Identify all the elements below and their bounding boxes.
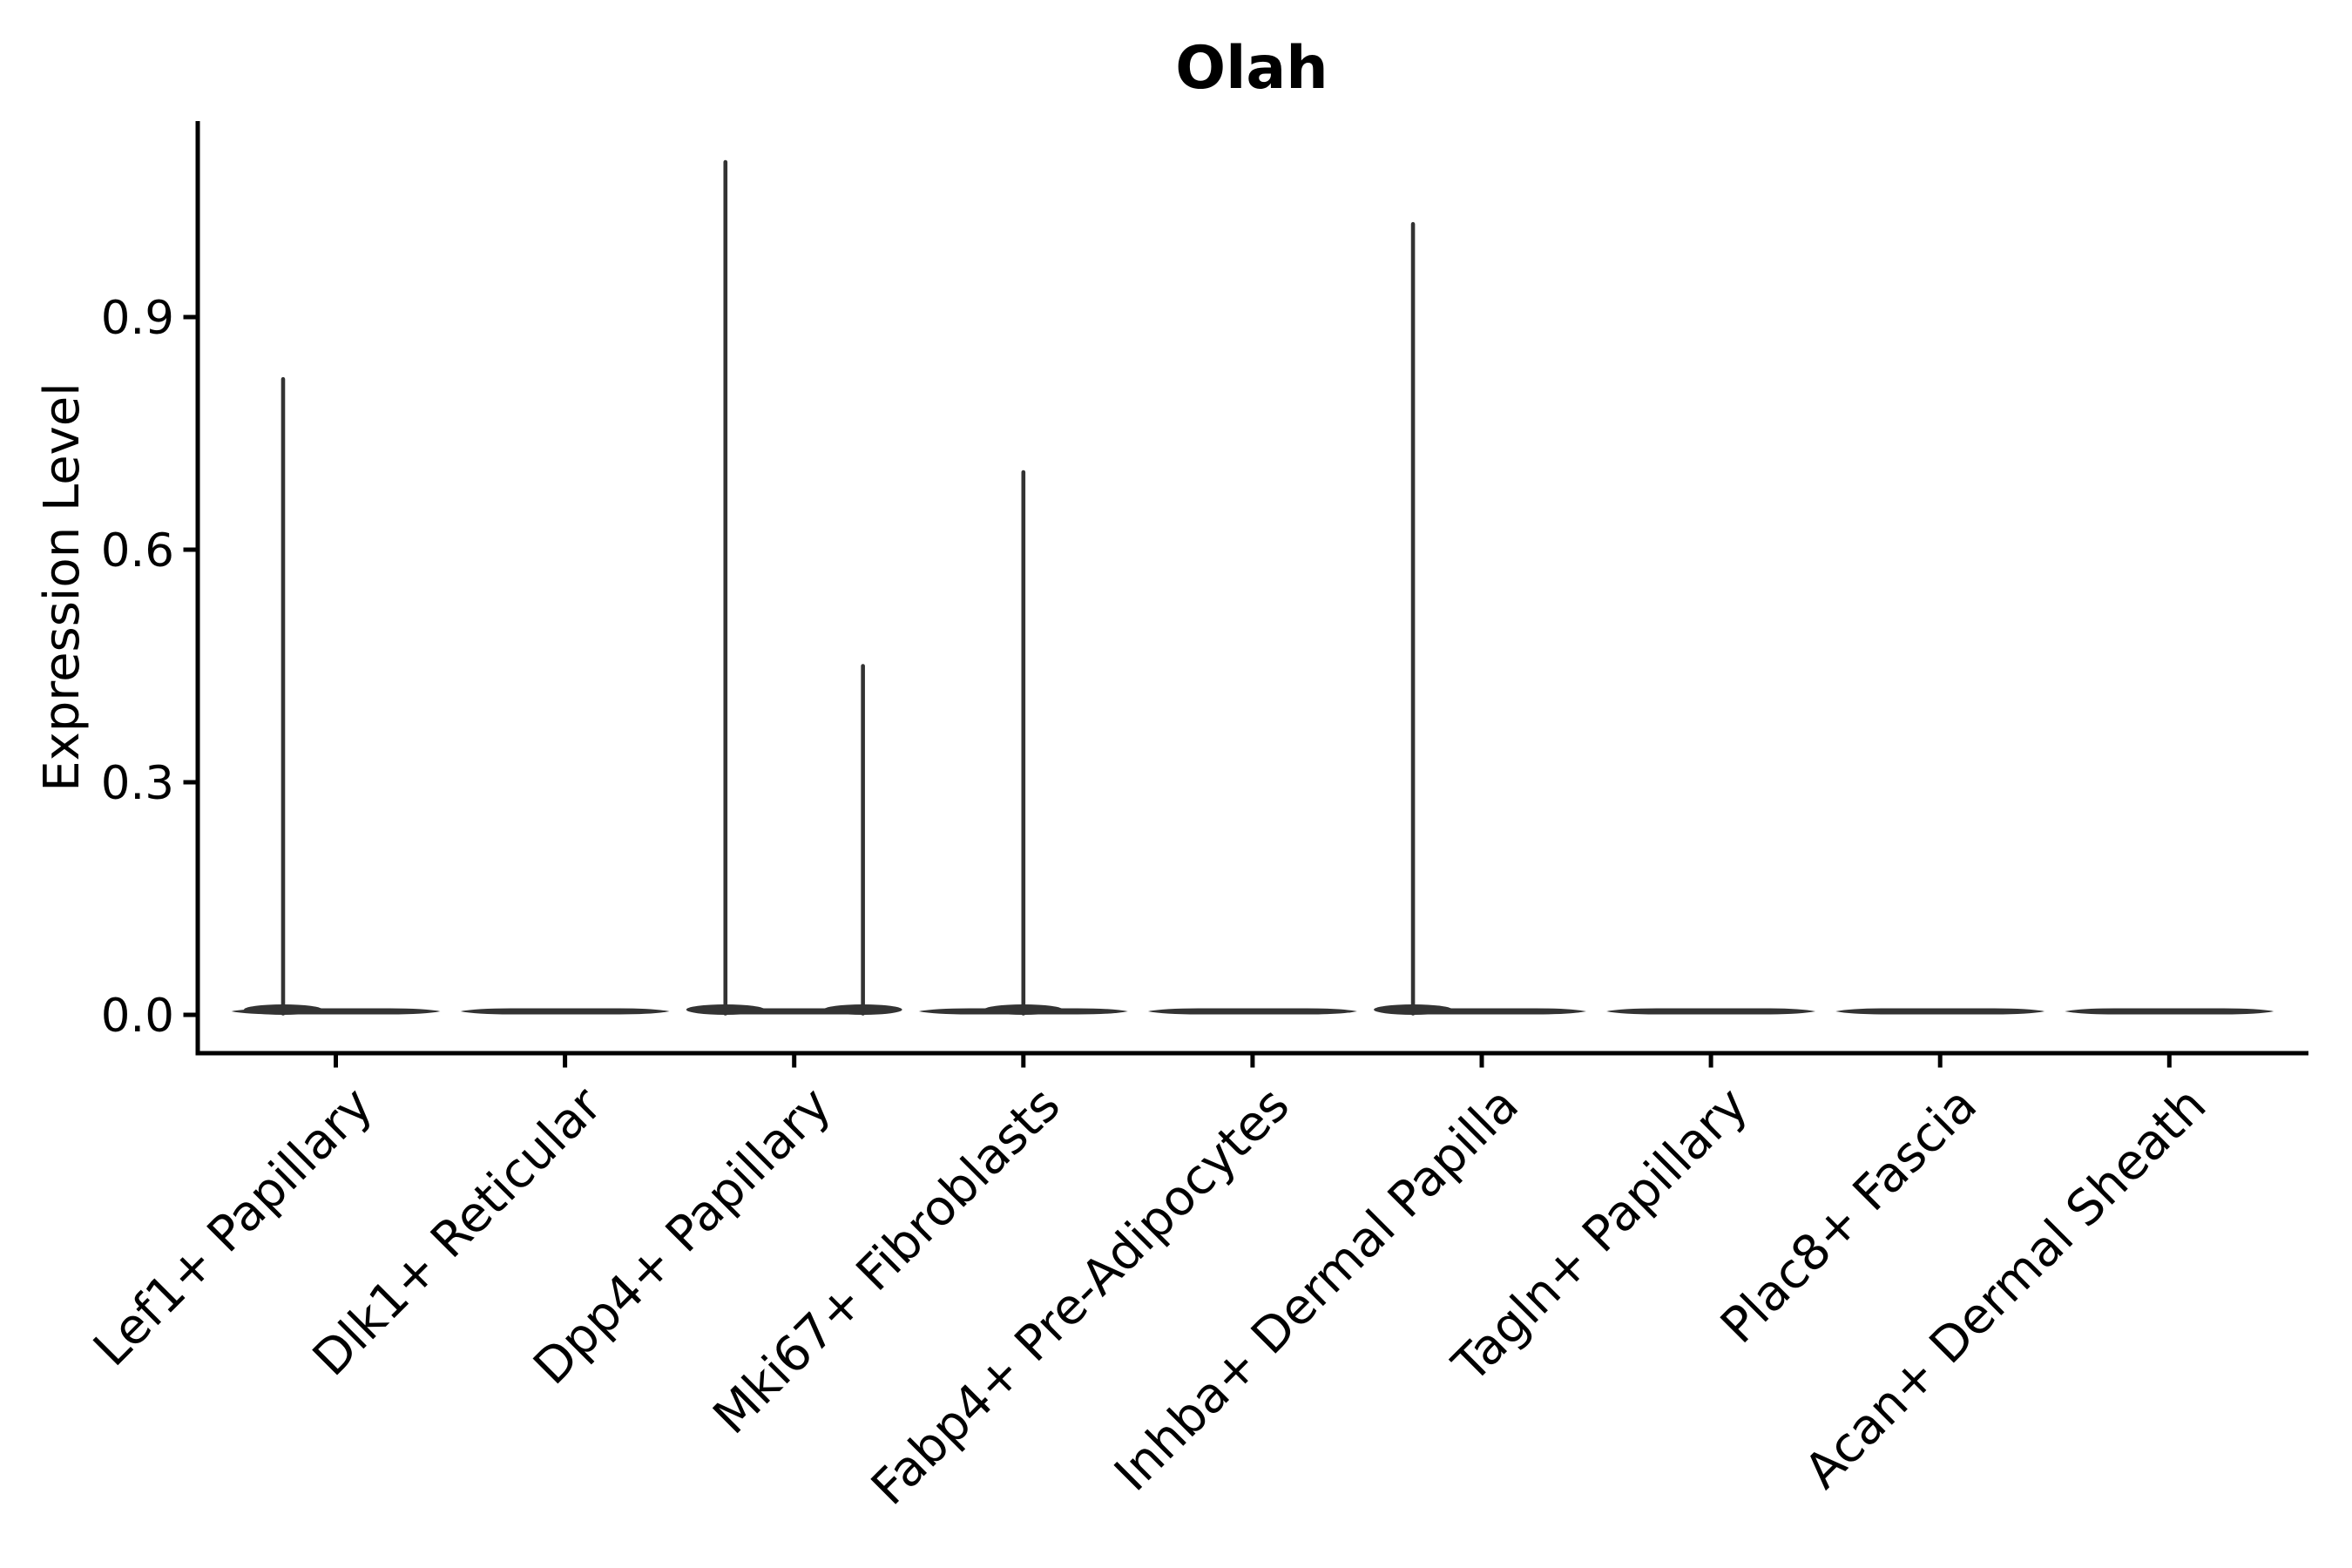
chart-title: Olah [1175, 34, 1328, 103]
x-tick-label: Inhba+ Dermal Papilla [1104, 1077, 1530, 1503]
violin [1606, 1008, 1816, 1015]
violin [918, 470, 1128, 1016]
y-tick-label: 0.6 [101, 524, 174, 578]
y-tick-label: 0.0 [101, 990, 174, 1043]
violin-body [1835, 1008, 2045, 1015]
violin [231, 376, 441, 1016]
violin-body [1606, 1008, 1816, 1015]
violin [1835, 1008, 2045, 1015]
violin-body [231, 1008, 441, 1015]
violin-body [2065, 1008, 2274, 1015]
x-tick-label: Acan+ Dermal Sheath [1794, 1077, 2218, 1500]
violin [1147, 1008, 1357, 1015]
violin-series [231, 159, 2274, 1016]
violin [460, 1008, 670, 1015]
x-tick-label: Fabp4+ Pre-Adipocytes [861, 1077, 1301, 1517]
violin [2065, 1008, 2274, 1015]
violin-body [689, 1008, 899, 1015]
violin [686, 159, 902, 1016]
violin [1374, 221, 1586, 1016]
y-axis-ticks: 0.0 0.3 0.6 0.9 [101, 292, 196, 1043]
y-axis-label: Expression Level [34, 382, 91, 792]
violin-body [1377, 1008, 1586, 1015]
violin-body [1147, 1008, 1357, 1015]
y-tick-label: 0.3 [101, 757, 174, 810]
violin-body [460, 1008, 670, 1015]
axes-spines [195, 121, 2308, 1056]
y-tick-label: 0.9 [101, 292, 174, 345]
violin-body [918, 1008, 1128, 1015]
